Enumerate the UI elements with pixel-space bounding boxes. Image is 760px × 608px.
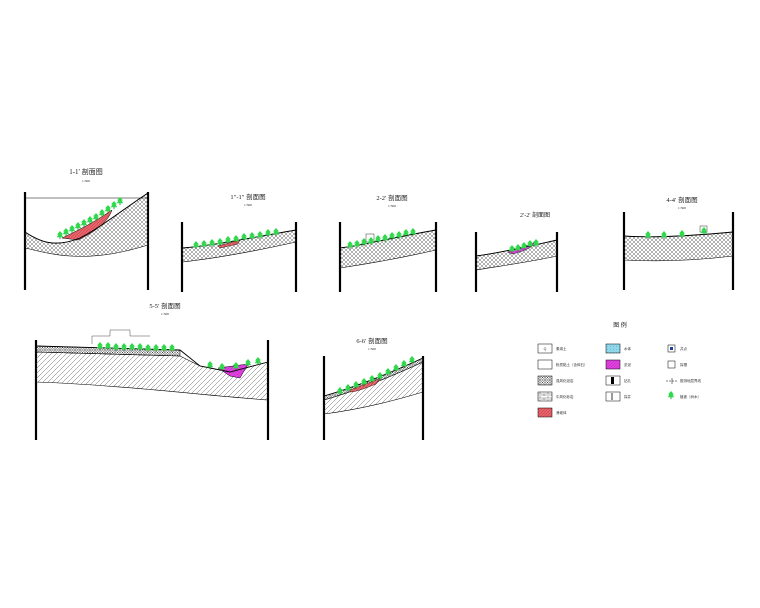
legend-item-well: 探井	[605, 391, 632, 402]
svg-text:探槽: 探槽	[680, 362, 688, 367]
section-5-5: 5-5′ 剖面图 1:500	[34, 301, 270, 440]
legend-item-boundary: 推测地层界线	[666, 378, 701, 384]
svg-text:推测地层界线: 推测地层界线	[680, 378, 701, 383]
svg-text:中风化砂岩: 中风化砂岩	[556, 394, 574, 399]
section-title: 1-1′ 剖面图	[69, 167, 103, 176]
section-4-4: 4-4′ 剖面图 1:500	[622, 195, 735, 290]
section-scale: 1:500	[244, 203, 252, 207]
ground-surface	[181, 229, 297, 249]
section-2-2: 2-2′ 剖面图 1:500	[338, 193, 438, 292]
legend-item-trench: 探槽	[667, 360, 688, 369]
legend-title: 图 例	[613, 321, 627, 329]
svg-text:井点: 井点	[680, 346, 688, 351]
svg-text:植被（树木）: 植被（树木）	[680, 394, 701, 399]
legend-item-point: 井点	[667, 344, 688, 353]
legend-item-sandstone: 中风化砂岩	[537, 391, 574, 402]
dimension-lines	[91, 329, 150, 344]
svg-text:滑坡体: 滑坡体	[556, 410, 567, 415]
section-title: 6-6′ 剖面图	[356, 336, 387, 345]
section-scale: 1:500	[82, 179, 90, 183]
ground-surface	[623, 231, 734, 238]
svg-text:钻孔: 钻孔	[624, 378, 632, 383]
section-title: 2′-2′ 剖面图	[520, 211, 550, 219]
ground-surface	[475, 239, 558, 257]
section-title: 2-2′ 剖面图	[376, 193, 407, 202]
svg-text:Q: Q	[544, 347, 547, 351]
section-1-1: 1-1′ 剖面图 1:500	[23, 167, 150, 290]
legend: 图 例 Q 素填土 粉质黏土（含碎石） 强风化泥岩 中风化砂岩 滑坡体 水体	[537, 321, 701, 418]
landslide-body	[217, 239, 241, 249]
legend-item-silt: 淤泥	[605, 359, 632, 370]
section-title: 4-4′ 剖面图	[666, 195, 697, 204]
stratum-clay	[339, 229, 437, 269]
legend-item-vegetation: 植被（树木）	[667, 391, 701, 400]
ground-surface	[24, 192, 149, 244]
section-title: 1″-1″ 剖面图	[230, 192, 265, 201]
legend-item-water: 水体	[605, 343, 632, 354]
section-scale: 1:500	[161, 312, 169, 316]
svg-text:强风化泥岩: 强风化泥岩	[556, 378, 574, 383]
legend-item-borehole: 钻孔	[605, 375, 632, 386]
section-1pp-1pp: 1″-1″ 剖面图 1:500	[180, 192, 298, 292]
landslide-body	[61, 209, 113, 241]
svg-text:素填土: 素填土	[556, 346, 567, 351]
stratum-clay	[323, 361, 424, 415]
stratum-clay	[475, 239, 558, 271]
legend-item-landslide: 滑坡体	[537, 407, 567, 418]
svg-text:淤泥: 淤泥	[624, 362, 632, 367]
section-2p-2p: 2′-2′ 剖面图	[474, 211, 559, 292]
landslide-body	[349, 377, 381, 393]
section-scale: 1:500	[388, 204, 396, 208]
svg-text:探井: 探井	[624, 394, 632, 399]
section-title: 5-5′ 剖面图	[149, 301, 180, 310]
legend-item-fill: Q 素填土	[537, 343, 567, 354]
section-scale: 1:500	[678, 206, 686, 210]
legend-item-mudstone: 强风化泥岩	[537, 375, 574, 386]
section-scale: 1:500	[368, 347, 376, 351]
svg-text:水体: 水体	[624, 346, 632, 351]
legend-item-clay: 粉质黏土（含碎石）	[537, 359, 588, 370]
section-6-6: 6-6′ 剖面图 1:500	[322, 336, 425, 440]
svg-text:粉质黏土（含碎石）: 粉质黏土（含碎石）	[556, 362, 588, 367]
